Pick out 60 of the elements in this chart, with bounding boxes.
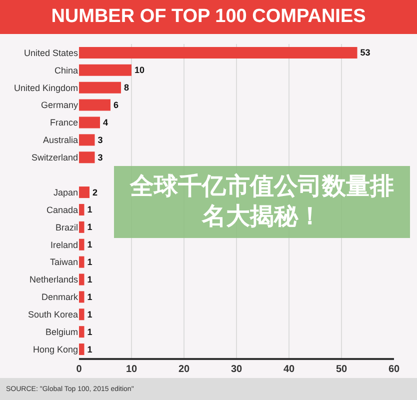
- data-label: 4: [103, 118, 108, 128]
- data-label: 1: [87, 344, 92, 354]
- bar: [79, 238, 84, 250]
- data-label: 1: [87, 292, 92, 302]
- x-tick-label: 30: [230, 364, 242, 375]
- data-label: 3: [98, 152, 103, 162]
- data-label: 1: [87, 240, 92, 250]
- data-label: 6: [114, 100, 119, 110]
- chart-title: NUMBER OF TOP 100 COMPANIES: [0, 0, 417, 34]
- y-tick-label: Brazil: [55, 222, 78, 232]
- y-tick-label: Taiwan: [50, 257, 78, 268]
- y-tick-label: Canada: [46, 204, 78, 215]
- y-tick-label: Denmark: [41, 292, 78, 302]
- y-tick-label: Hong Kong: [32, 344, 78, 354]
- data-label: 1: [87, 257, 92, 268]
- bar: [79, 186, 90, 198]
- bar: [79, 46, 358, 58]
- x-tick-label: 60: [388, 364, 400, 375]
- data-label: 1: [87, 309, 92, 320]
- bar: [79, 82, 121, 94]
- y-tick-label: Japan: [53, 187, 78, 198]
- bar: [79, 344, 84, 356]
- data-label: 1: [87, 326, 92, 337]
- bar: [79, 99, 110, 111]
- data-label: 1: [87, 204, 92, 215]
- bar: [79, 221, 84, 233]
- x-tick-label: 20: [178, 364, 190, 375]
- bar: [79, 116, 100, 128]
- y-tick-label: Switzerland: [31, 152, 78, 163]
- y-tick-label: Belgium: [45, 326, 78, 337]
- y-tick-label: Netherlands: [29, 274, 78, 285]
- bar: [79, 204, 84, 216]
- y-tick-label: Ireland: [50, 240, 78, 250]
- text: 全球千亿市值公司数量排名大揭秘！: [114, 166, 410, 238]
- data-label: 3: [98, 134, 103, 145]
- data-label: 1: [87, 274, 92, 284]
- y-tick-label: China: [54, 65, 78, 76]
- bar: [79, 326, 84, 338]
- y-tick-label: South Korea: [28, 310, 78, 320]
- bar: [79, 291, 84, 303]
- bar: [79, 274, 84, 286]
- y-tick-label: Germany: [40, 100, 78, 110]
- bar: [79, 152, 95, 164]
- data-label: 53: [360, 48, 370, 58]
- bar: [79, 134, 95, 146]
- y-tick-label: United Kingdom: [14, 82, 78, 93]
- x-tick-label: 0: [76, 364, 82, 375]
- x-tick-label: 10: [126, 364, 138, 375]
- bar: [79, 308, 84, 320]
- bar: [79, 64, 132, 76]
- data-label: 1: [87, 222, 92, 232]
- data-label: 10: [134, 65, 145, 76]
- y-tick-label: Australia: [42, 135, 78, 146]
- data-label: 2: [92, 187, 98, 198]
- x-tick-label: 40: [283, 364, 295, 375]
- bar: [79, 256, 84, 268]
- x-tick-label: 50: [336, 364, 348, 375]
- y-tick-label: France: [50, 118, 78, 128]
- data-label: 8: [124, 82, 130, 93]
- y-tick-label: United States: [24, 48, 78, 58]
